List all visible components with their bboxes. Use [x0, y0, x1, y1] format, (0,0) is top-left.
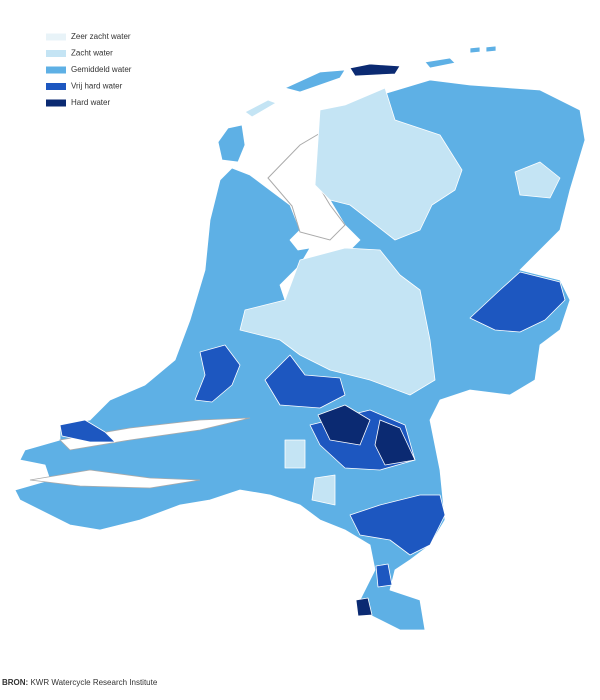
hardish-zeeland — [59, 419, 116, 443]
hardish-centre — [264, 354, 346, 409]
hardish-east — [469, 271, 566, 333]
soft-south — [284, 439, 306, 469]
soft-north-east — [514, 161, 561, 199]
soft-centre — [239, 247, 436, 396]
vlieland — [244, 99, 277, 118]
map-shapes — [14, 45, 586, 631]
legend-swatch — [46, 33, 66, 41]
rottumerplaat — [485, 45, 497, 53]
legend-swatch — [46, 50, 66, 57]
ameland — [349, 63, 401, 77]
source-label: BRON: — [2, 678, 29, 687]
ijsselmeer — [267, 131, 346, 241]
hard-east — [374, 419, 416, 466]
hardish-west — [194, 344, 241, 403]
hard-centre — [317, 404, 371, 446]
terschelling — [284, 69, 346, 93]
legend-label: Vrij hard water — [71, 82, 123, 91]
legend-swatch — [46, 66, 66, 74]
legend-label: Zacht water — [71, 49, 113, 58]
westerschelde — [29, 469, 201, 489]
legend-swatch — [46, 99, 66, 107]
soft-south-2 — [311, 474, 336, 506]
soft-north — [314, 87, 463, 241]
legend-label: Hard water — [71, 98, 110, 107]
legend-label: Zeer zacht water — [71, 32, 131, 41]
hard-south — [355, 597, 373, 617]
hardish-limburg — [349, 494, 446, 556]
schiermonnikoog — [424, 57, 456, 69]
source-text: KWR Watercycle Research Institute — [30, 678, 158, 687]
legend: Zeer zacht water Zacht water Gemiddeld wat… — [46, 32, 132, 107]
source: BRON: KWR Watercycle Research Institute — [2, 678, 157, 687]
legend-label: Gemiddeld water — [71, 65, 132, 74]
legend-swatch — [46, 83, 66, 90]
rottumeroog — [469, 46, 481, 54]
texel — [217, 124, 246, 163]
hardish-limburg-2 — [375, 563, 393, 588]
